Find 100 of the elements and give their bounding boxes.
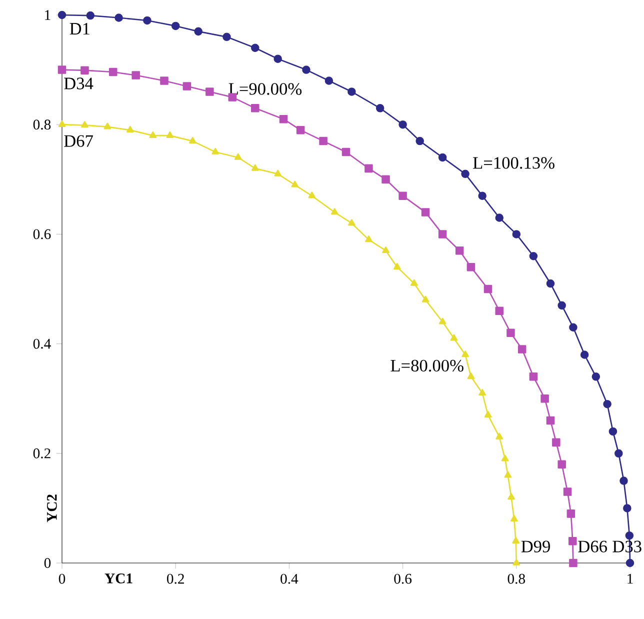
annotation: D99 — [521, 540, 550, 552]
point — [566, 510, 576, 518]
point — [512, 230, 521, 238]
point — [86, 11, 95, 20]
point — [508, 493, 515, 500]
point — [348, 88, 356, 96]
point — [376, 104, 384, 112]
annotation: D34 — [64, 78, 94, 90]
point — [182, 82, 192, 90]
point — [484, 284, 492, 294]
annotation: L=100.13% — [473, 157, 554, 169]
point — [529, 252, 538, 260]
point — [569, 558, 578, 568]
point — [546, 416, 555, 425]
point — [495, 306, 504, 316]
point — [504, 471, 512, 478]
point — [506, 328, 515, 337]
point — [279, 114, 288, 124]
point — [478, 192, 486, 200]
point — [438, 153, 447, 162]
point — [603, 400, 612, 408]
point — [58, 10, 66, 20]
point — [382, 175, 390, 184]
annotation: D67 — [64, 135, 93, 147]
y-tick-label: 0.4 — [33, 338, 51, 349]
point — [558, 460, 566, 468]
point — [194, 27, 202, 36]
point — [438, 230, 447, 238]
point — [626, 558, 634, 568]
point — [608, 427, 618, 436]
annotation: L=80.00% — [390, 360, 464, 372]
point — [421, 208, 430, 216]
point — [291, 180, 299, 188]
point — [552, 438, 560, 447]
x-tick-label: 1 — [628, 574, 633, 584]
point — [438, 318, 446, 324]
x-tick-label: 0.8 — [508, 574, 526, 584]
point — [108, 68, 118, 76]
point — [166, 131, 174, 138]
point — [450, 334, 458, 341]
point — [416, 136, 424, 146]
point — [398, 120, 407, 129]
point — [212, 148, 220, 154]
point — [58, 120, 66, 127]
x-tick-label: 0.6 — [394, 574, 412, 584]
point — [467, 372, 475, 380]
point — [274, 54, 282, 63]
point — [495, 214, 504, 222]
point — [422, 296, 430, 302]
y-tick-label: 0 — [44, 558, 51, 568]
point — [462, 350, 469, 358]
point — [132, 71, 140, 80]
point — [364, 164, 373, 173]
y-tick-label: 0.6 — [33, 229, 51, 240]
point — [171, 22, 180, 30]
point — [466, 262, 476, 272]
point — [324, 76, 334, 85]
point — [250, 44, 260, 52]
point — [461, 170, 470, 178]
point — [58, 66, 66, 74]
point — [149, 131, 157, 138]
point — [274, 170, 282, 176]
point — [143, 16, 152, 25]
point — [222, 32, 231, 42]
point — [478, 388, 486, 396]
point — [625, 531, 634, 540]
point — [540, 394, 549, 403]
point — [80, 66, 89, 74]
x-tick-label: 0.4 — [280, 574, 298, 584]
point — [512, 536, 520, 544]
point — [620, 476, 628, 485]
y-tick-label: 0.2 — [33, 448, 50, 458]
point — [319, 136, 328, 146]
y-tick-label: 0.8 — [33, 120, 51, 130]
point — [160, 76, 168, 85]
point — [348, 219, 356, 226]
point — [512, 558, 520, 566]
annotation: D1 — [70, 22, 90, 34]
y-tick-label: 1 — [45, 10, 50, 20]
point — [529, 372, 538, 381]
point — [382, 246, 390, 254]
point — [393, 262, 401, 270]
annotation: L=90.00% — [228, 83, 302, 95]
point — [296, 126, 305, 134]
annotation: D66 — [578, 540, 607, 552]
point — [501, 454, 509, 462]
y-axis-title: YC2 — [47, 494, 57, 522]
point — [206, 88, 214, 96]
point — [546, 279, 555, 288]
point — [510, 515, 518, 522]
point — [398, 192, 407, 200]
point — [623, 504, 632, 512]
point — [496, 432, 504, 440]
point — [580, 350, 589, 359]
point — [569, 323, 578, 332]
x-tick-label: 0 — [58, 574, 66, 584]
point — [410, 279, 418, 286]
point — [484, 410, 492, 418]
point — [234, 153, 242, 160]
x-tick-label: 0.2 — [166, 574, 184, 584]
